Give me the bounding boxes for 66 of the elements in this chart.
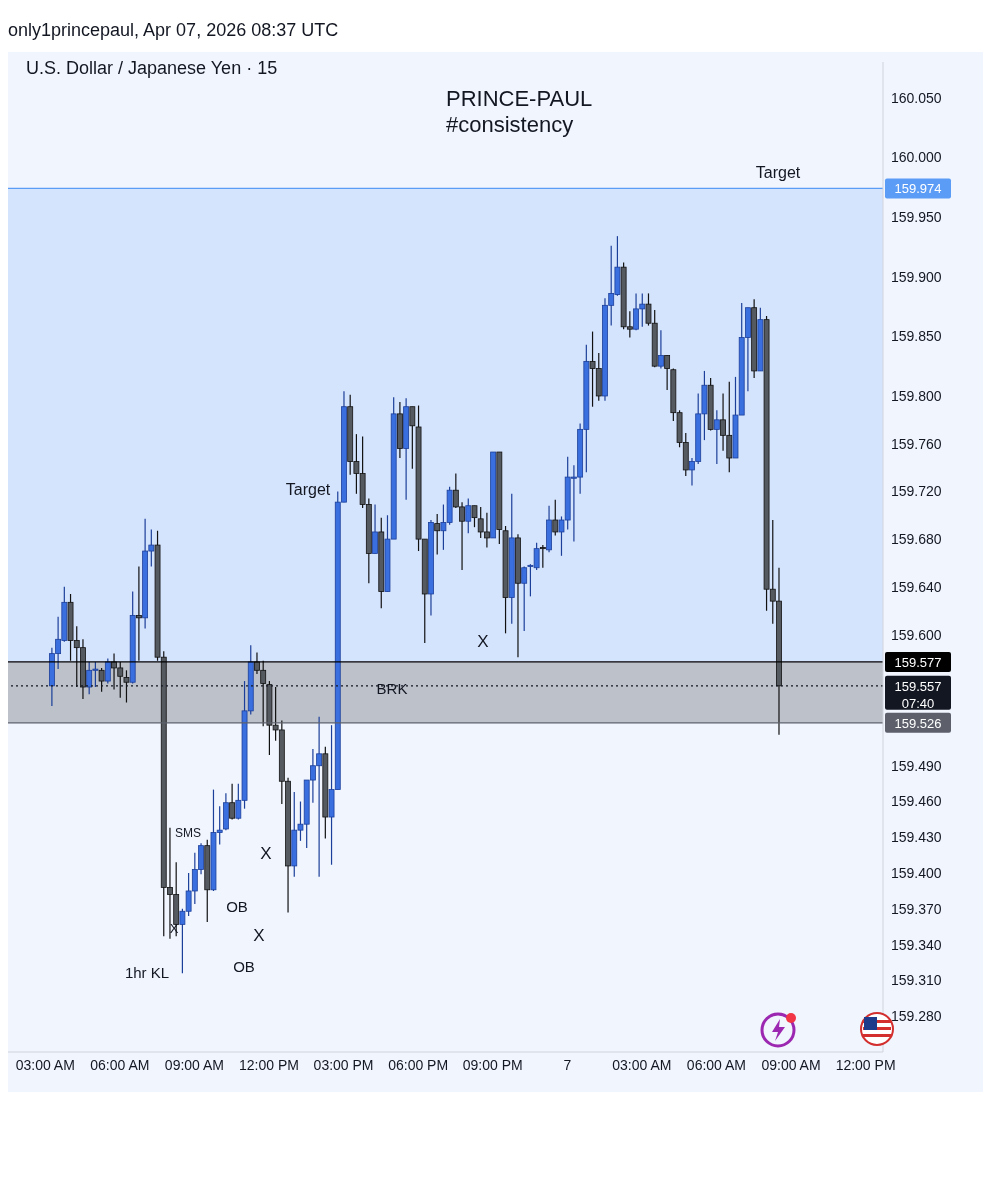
- x-tick-label: 03:00 PM: [313, 1056, 374, 1073]
- y-tick-label: 159.680: [891, 531, 942, 548]
- y-tick-label: 159.370: [891, 900, 942, 917]
- annotation: OB: [226, 897, 248, 915]
- candlestick: [713, 409, 720, 465]
- y-tick-label: 159.720: [891, 483, 942, 500]
- ref-line-label: 159.577: [894, 654, 942, 670]
- candlestick: [658, 329, 664, 370]
- x-tick-label: 06:00 AM: [686, 1056, 747, 1073]
- y-tick-label: 159.760: [891, 435, 942, 452]
- y-tick-label: 160.050: [891, 89, 942, 106]
- y-tick-label: 159.850: [891, 328, 942, 345]
- candlestick: [98, 667, 105, 693]
- candlestick: [136, 565, 142, 662]
- candlestick: [409, 406, 416, 470]
- annotation: X: [260, 844, 272, 864]
- y-tick-label: 159.310: [891, 972, 942, 989]
- candlestick: [664, 354, 671, 391]
- y-tick-label: 159.950: [891, 209, 942, 226]
- x-tick-label: 09:00 AM: [761, 1056, 821, 1073]
- y-tick-label: 160.000: [891, 149, 942, 166]
- y-tick-label: 159.460: [891, 793, 942, 810]
- annotation: X: [253, 926, 265, 946]
- x-tick-label: 06:00 AM: [90, 1056, 150, 1073]
- ref-line-label: 159.557: [894, 678, 942, 694]
- annotation: Target: [285, 481, 331, 499]
- text: 07:40: [901, 695, 935, 711]
- candlestick: [372, 503, 378, 555]
- ref-line-label: 159.526: [894, 715, 942, 731]
- annotation: BRK: [376, 679, 408, 697]
- candlestick: [471, 505, 478, 528]
- y-tick-label: 159.400: [891, 865, 942, 882]
- candlestick: [521, 565, 528, 632]
- annotation: #consistency: [446, 112, 575, 138]
- x-tick-label: 03:00 AM: [612, 1056, 672, 1073]
- x-tick-label: 12:00 PM: [239, 1056, 299, 1073]
- y-tick-label: 159.640: [891, 578, 942, 595]
- candlestick: [552, 499, 559, 537]
- y-tick-label: 159.800: [891, 387, 942, 404]
- y-tick-label: 159.340: [891, 936, 942, 953]
- ref-line-label: 159.974: [894, 181, 942, 197]
- annotation: X: [477, 632, 489, 652]
- y-tick-label: 159.430: [891, 829, 942, 846]
- annotation: Target: [755, 164, 801, 182]
- x-tick-label: 06:00 PM: [388, 1056, 449, 1073]
- candlestick: [104, 657, 111, 685]
- y-tick-label: 159.600: [891, 626, 942, 643]
- x-tick-label: 09:00 AM: [164, 1056, 225, 1073]
- x-tick-label: 03:00 AM: [15, 1056, 75, 1073]
- candlestick: [434, 513, 441, 556]
- candlestick: [465, 497, 472, 534]
- annotation: 1hr KL: [124, 963, 170, 981]
- annotation: SMS: [174, 826, 202, 840]
- y-tick-label: 159.280: [891, 1008, 942, 1025]
- candlestick: [539, 544, 546, 569]
- y-tick-label: 159.490: [891, 757, 942, 774]
- text: only1princepaul, Apr 07, 2026 08:37 UTC: [8, 19, 340, 42]
- candlestick: [123, 669, 130, 704]
- chart-title: U.S. Dollar / Japanese Yen · 15: [22, 56, 282, 81]
- x-tick-label: 09:00 PM: [462, 1056, 523, 1073]
- x-tick-label: 12:00 PM: [835, 1056, 896, 1073]
- annotation: OB: [233, 957, 255, 975]
- x-tick-label: 7: [563, 1056, 572, 1073]
- annotation: PRINCE-PAUL: [446, 86, 593, 112]
- candlestick: [229, 783, 236, 821]
- y-tick-label: 159.900: [891, 268, 942, 285]
